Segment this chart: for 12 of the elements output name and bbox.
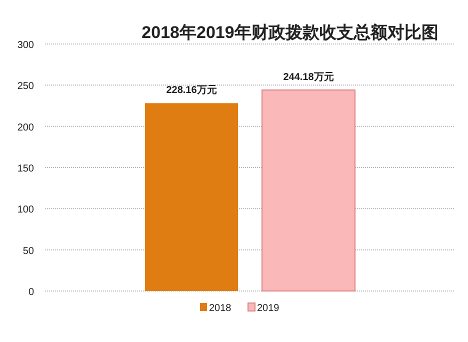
y-tick-label: 300 <box>17 40 34 51</box>
y-tick-label: 50 <box>22 246 34 257</box>
legend-label: 2019 <box>257 303 280 314</box>
y-tick-label: 200 <box>17 122 34 134</box>
chart-title: 2018年2019年财政拨款收支总额对比图 <box>142 23 438 42</box>
data-label: 244.18万元 <box>283 70 334 83</box>
y-tick-label: 0 <box>28 287 34 298</box>
y-tick-label: 100 <box>17 204 34 216</box>
y-tick-label: 250 <box>17 81 34 92</box>
legend-label: 2018 <box>209 303 232 314</box>
y-tick-label: 150 <box>17 164 34 174</box>
data-label: 228.16万元 <box>166 84 217 96</box>
